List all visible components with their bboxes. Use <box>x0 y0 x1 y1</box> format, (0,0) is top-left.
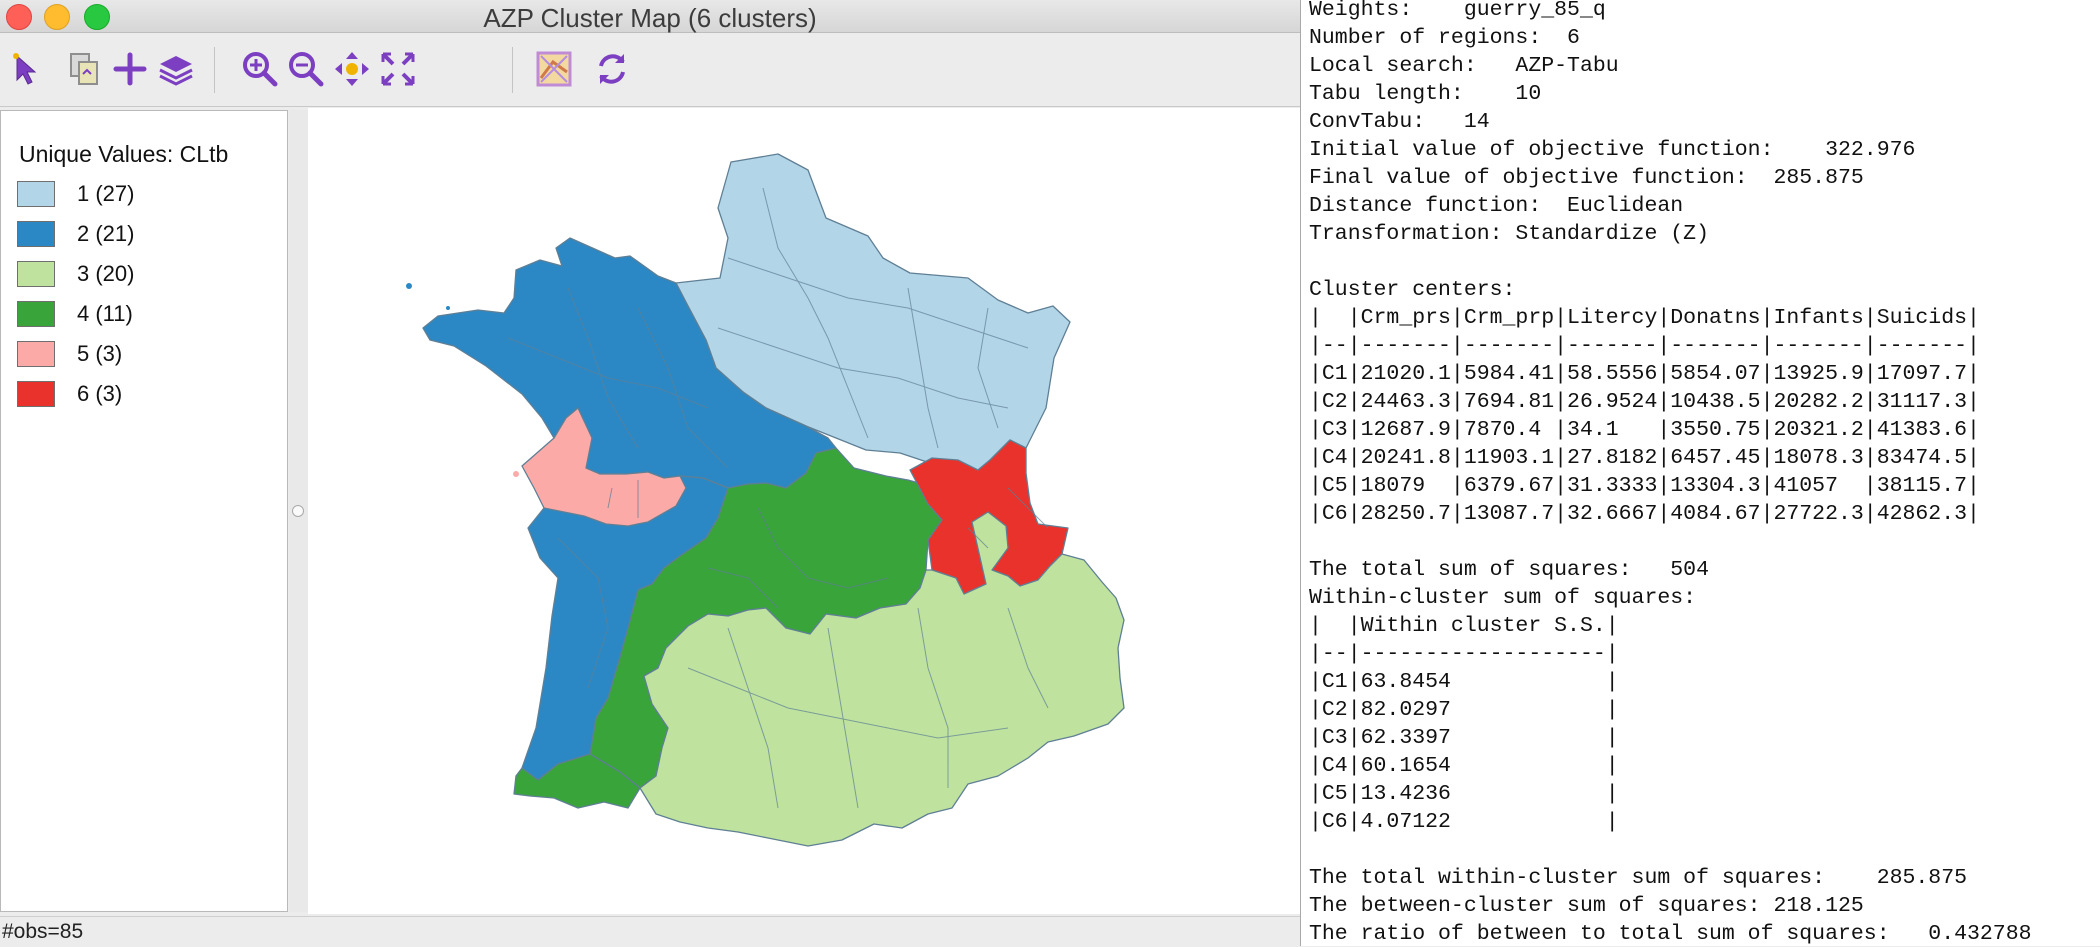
legend-item-4[interactable]: 4 (11) <box>17 299 133 329</box>
legend-swatch <box>17 341 55 367</box>
map-canvas[interactable] <box>308 108 1300 914</box>
select-tool-button[interactable] <box>4 45 52 93</box>
layers-button[interactable] <box>152 45 200 93</box>
splitter-handle[interactable] <box>292 505 304 517</box>
legend-label: 2 (21) <box>77 221 135 246</box>
map-window: AZP Cluster Map (6 clusters) <box>0 0 1300 947</box>
copy-icon <box>70 53 98 85</box>
panel-splitter[interactable] <box>289 110 308 912</box>
toolbar-separator <box>214 47 215 93</box>
refresh-icon <box>599 54 625 84</box>
zoom-in-button[interactable] <box>236 45 284 93</box>
fit-extent-icon <box>381 52 415 86</box>
window-title: AZP Cluster Map (6 clusters) <box>483 3 817 33</box>
pan-button[interactable] <box>328 45 376 93</box>
minimize-window-button[interactable] <box>44 4 70 30</box>
legend-swatch <box>17 221 55 247</box>
basemap-icon <box>536 51 572 87</box>
layers-icon <box>159 56 193 86</box>
observation-count: #obs=85 <box>2 920 84 943</box>
plus-icon <box>113 52 147 86</box>
legend-label: 1 (27) <box>77 181 135 206</box>
pointer-icon <box>13 53 37 85</box>
islands <box>406 283 519 477</box>
cluster-3-region[interactable] <box>639 511 1125 847</box>
legend-panel: Unique Values: CLtb 1 (27) 2 (21) 3 (20)… <box>0 110 288 912</box>
legend-item-1[interactable]: 1 (27) <box>17 179 134 209</box>
cluster-map <box>406 153 1125 847</box>
zoom-in-icon <box>243 52 278 87</box>
legend-label: 6 (3) <box>77 381 123 406</box>
legend-item-2[interactable]: 2 (21) <box>17 219 134 249</box>
legend-item-6[interactable]: 6 (3) <box>17 379 122 409</box>
add-layer-button[interactable] <box>106 45 154 93</box>
zoom-out-button[interactable] <box>282 45 330 93</box>
cluster-4-region-southwest[interactable] <box>513 753 641 809</box>
legend-label: 4 (11) <box>77 301 133 326</box>
zoom-out-icon <box>289 52 324 87</box>
cluster-5-region[interactable] <box>521 407 687 527</box>
status-bar: #obs=85 <box>0 916 1300 947</box>
legend-title: Unique Values: CLtb <box>19 141 229 167</box>
basemap-button[interactable] <box>530 45 578 93</box>
department-boundaries <box>507 187 1049 809</box>
toolbar <box>0 33 1300 107</box>
output-console[interactable]: Weights: guerry_85_q Number of regions: … <box>1300 0 2100 946</box>
copy-image-button[interactable] <box>60 45 108 93</box>
pan-icon <box>335 52 369 86</box>
maximize-window-button[interactable] <box>84 4 110 30</box>
fit-extent-button[interactable] <box>374 45 422 93</box>
console-output-text: Weights: guerry_85_q Number of regions: … <box>1309 0 2032 946</box>
legend-swatch <box>17 261 55 287</box>
close-window-button[interactable] <box>6 4 32 30</box>
legend-swatch <box>17 301 55 327</box>
legend-swatch <box>17 381 55 407</box>
toolbar-separator <box>512 47 513 93</box>
legend-item-3[interactable]: 3 (20) <box>17 259 134 289</box>
legend-label: 5 (3) <box>77 341 123 366</box>
legend-swatch <box>17 181 55 207</box>
legend-label: 3 (20) <box>77 261 135 286</box>
title-bar[interactable]: AZP Cluster Map (6 clusters) <box>0 0 1300 33</box>
refresh-button[interactable] <box>588 45 636 93</box>
legend-item-5[interactable]: 5 (3) <box>17 339 122 369</box>
